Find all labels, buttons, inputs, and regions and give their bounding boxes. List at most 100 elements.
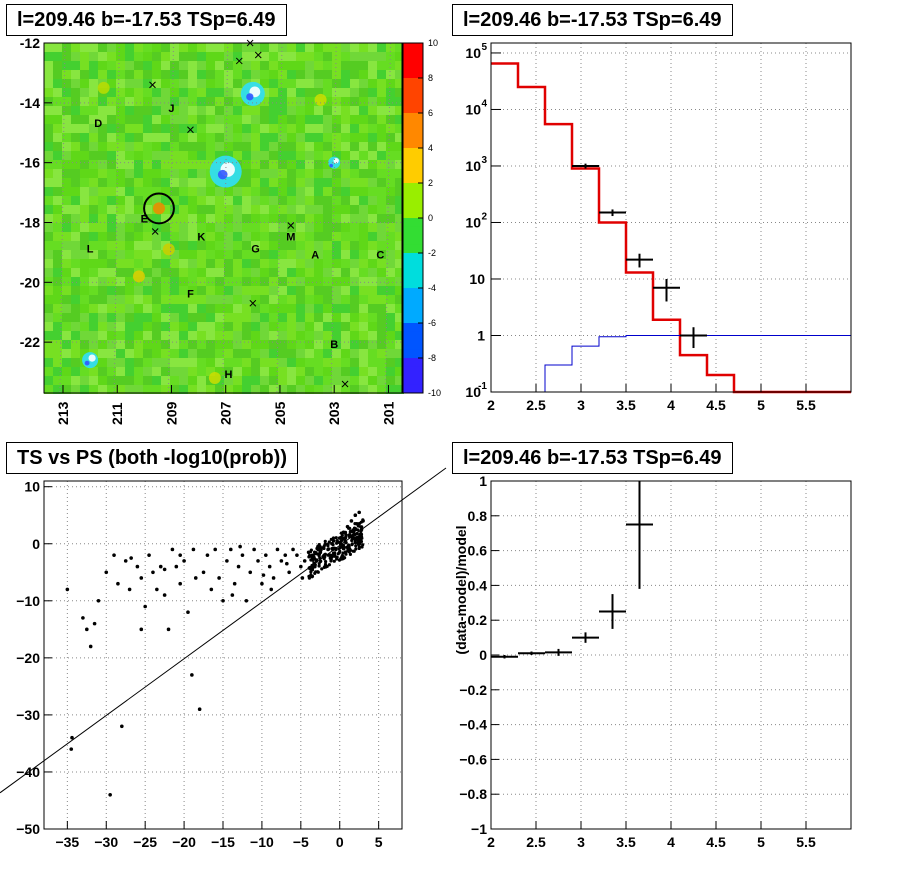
map-pixel (89, 106, 98, 115)
map-pixel (143, 205, 152, 214)
map-pixel (233, 187, 242, 196)
skymap-panel: 213 211 209 207 205 203 201-12-14-16-18-20-22D… (20, 35, 441, 425)
x-tick-label: −15 (211, 834, 235, 850)
map-pixel (341, 196, 350, 205)
map-pixel (278, 241, 287, 250)
x-tick-label: −35 (55, 834, 79, 850)
map-pixel (233, 214, 242, 223)
map-pixel (89, 79, 98, 88)
colorbar-tick-label: 4 (428, 143, 433, 153)
map-pixel (395, 349, 404, 358)
map-pixel (233, 232, 242, 241)
map-pixel (359, 97, 368, 106)
map-pixel (332, 313, 341, 322)
map-pixel (161, 133, 170, 142)
map-pixel (341, 268, 350, 277)
scatter-point (309, 570, 313, 574)
x-tick-label: 4 (667, 834, 675, 850)
map-pixel (116, 358, 125, 367)
map-pixel (350, 88, 359, 97)
map-pixel (44, 142, 53, 151)
map-pixel (152, 79, 161, 88)
map-pixel (44, 88, 53, 97)
map-pixel (125, 385, 134, 394)
map-pixel (359, 187, 368, 196)
map-pixel (152, 367, 161, 376)
scatter-point (318, 550, 323, 554)
map-pixel (323, 295, 332, 304)
source-label: K (197, 231, 205, 243)
map-pixel (89, 187, 98, 196)
map-pixel (116, 115, 125, 124)
map-pixel (242, 376, 251, 385)
map-pixel (305, 178, 314, 187)
scatter-point (252, 547, 256, 552)
map-pixel (134, 358, 143, 367)
x-tick-label: 3.5 (616, 397, 636, 413)
scatter-point (300, 576, 305, 580)
map-pixel (350, 250, 359, 259)
scatter-point (88, 644, 93, 649)
map-pixel (170, 313, 179, 322)
map-pixel (287, 88, 296, 97)
map-pixel (368, 259, 377, 268)
map-pixel (170, 286, 179, 295)
map-pixel (206, 268, 215, 277)
x-tick-label: 201 (380, 401, 396, 425)
map-pixel (53, 223, 62, 232)
map-pixel (62, 115, 71, 124)
map-pixel (287, 340, 296, 349)
map-pixel (260, 142, 269, 151)
map-pixel (134, 223, 143, 232)
map-pixel (278, 358, 287, 367)
map-pixel (98, 250, 107, 259)
map-pixel (215, 133, 224, 142)
map-pixel (188, 304, 197, 313)
map-pixel (143, 61, 152, 70)
map-pixel (377, 52, 386, 61)
map-pixel (116, 349, 125, 358)
map-pixel (125, 133, 134, 142)
map-pixel (143, 115, 152, 124)
map-pixel (242, 178, 251, 187)
map-pixel (377, 178, 386, 187)
map-pixel (53, 169, 62, 178)
map-pixel (395, 232, 404, 241)
scatter-point (338, 549, 342, 553)
map-pixel (80, 70, 89, 79)
cold-spot-edge (84, 360, 90, 366)
map-pixel (179, 151, 188, 160)
scatter-point (322, 544, 326, 548)
map-pixel (296, 70, 305, 79)
map-pixel (314, 115, 323, 124)
x-tick-label: −10 (250, 834, 274, 850)
map-pixel (215, 52, 224, 61)
map-pixel (260, 340, 269, 349)
map-pixel (143, 79, 152, 88)
map-pixel (143, 142, 152, 151)
map-pixel (80, 142, 89, 151)
map-pixel (323, 223, 332, 232)
scatter-point (353, 541, 358, 545)
map-pixel (251, 115, 260, 124)
map-pixel (116, 79, 125, 88)
map-pixel (233, 250, 242, 259)
map-pixel (278, 250, 287, 259)
map-pixel (206, 97, 215, 106)
map-pixel (161, 367, 170, 376)
map-pixel (296, 340, 305, 349)
scatter-point (348, 548, 353, 552)
map-pixel (134, 304, 143, 313)
map-pixel (350, 340, 359, 349)
map-pixel (98, 349, 107, 358)
map-pixel (332, 142, 341, 151)
map-pixel (206, 160, 215, 169)
map-pixel (233, 43, 242, 52)
map-pixel (323, 250, 332, 259)
map-pixel (395, 223, 404, 232)
map-pixel (143, 160, 152, 169)
map-pixel (53, 331, 62, 340)
map-pixel (323, 133, 332, 142)
colorbar-tick-label: 0 (428, 213, 433, 223)
map-pixel (260, 358, 269, 367)
